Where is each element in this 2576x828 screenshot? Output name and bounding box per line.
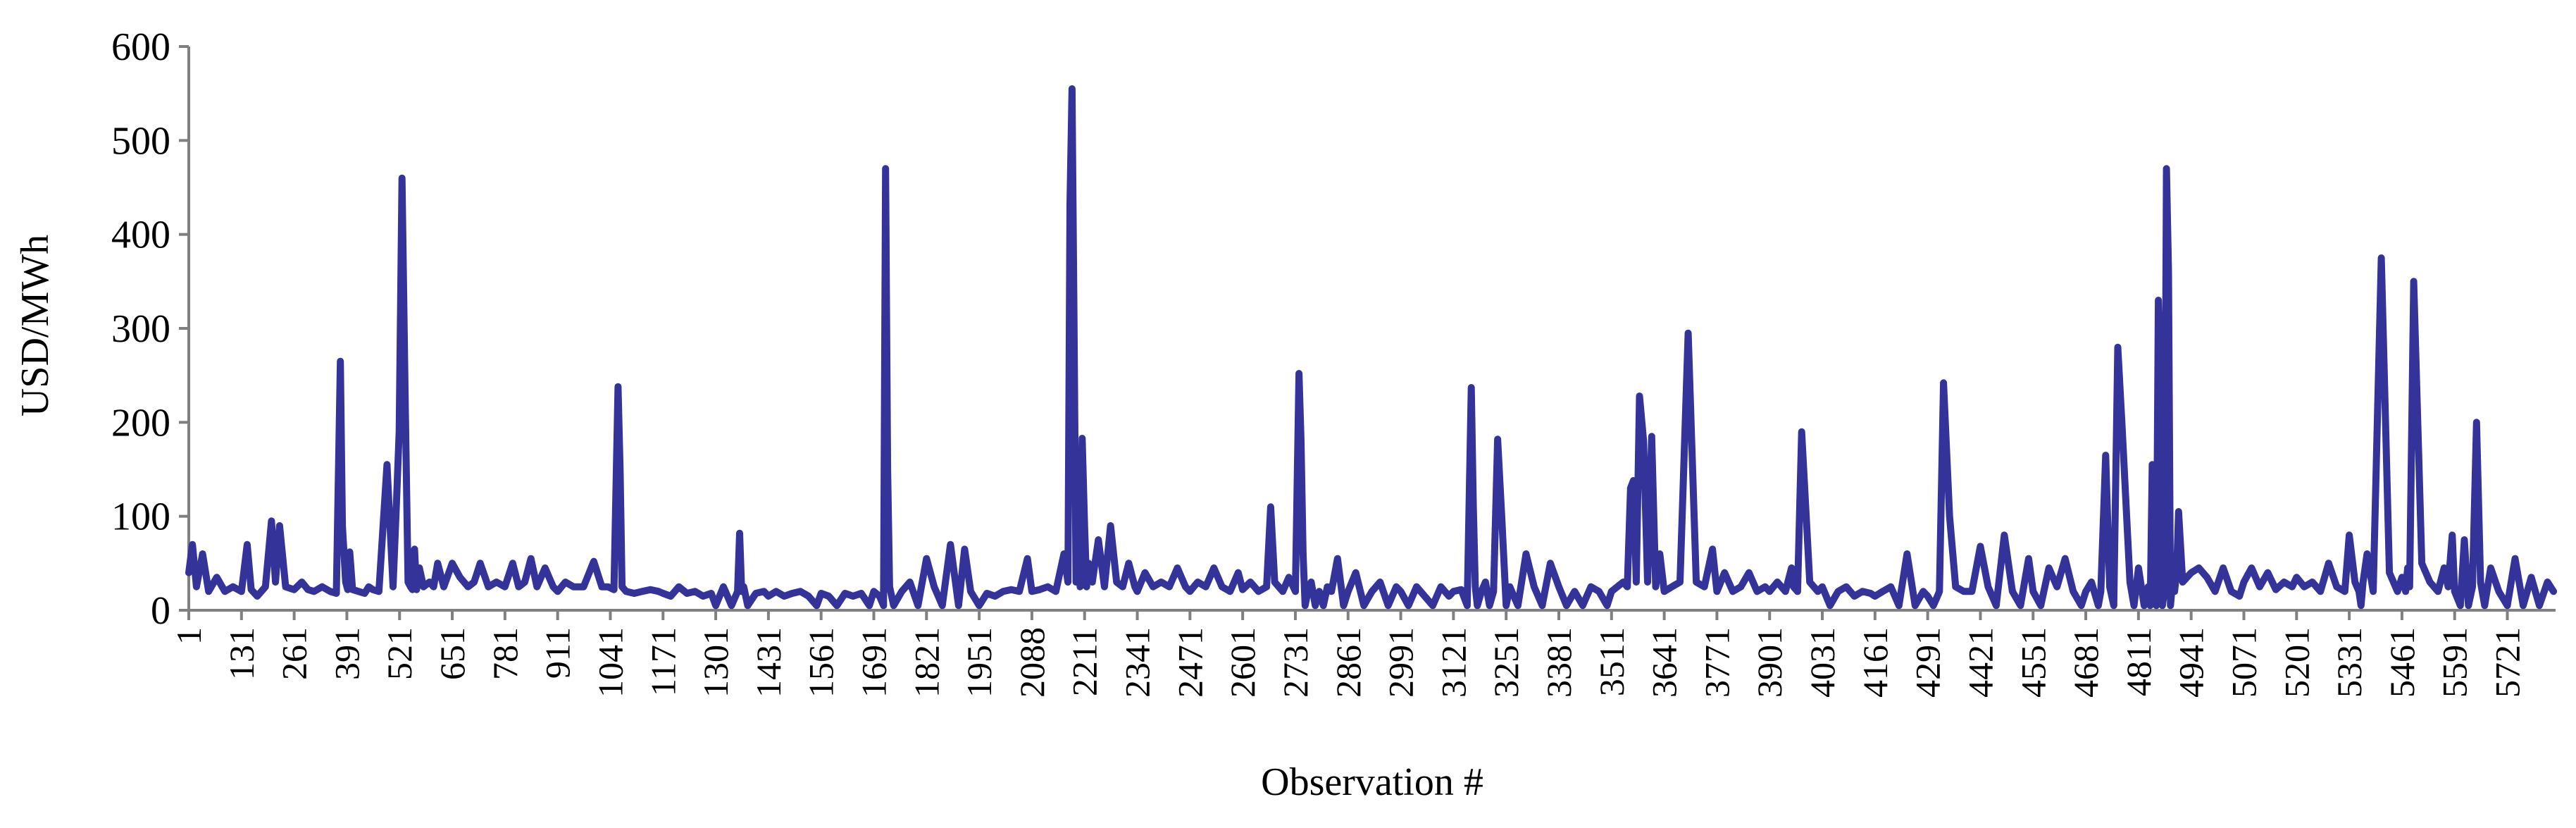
- x-tick-label: 3121: [1433, 627, 1473, 698]
- x-tick-label: 1821: [907, 627, 946, 698]
- x-tick-label: 5071: [2224, 627, 2263, 698]
- x-tick-label: 3901: [1750, 627, 1789, 698]
- x-tick-label: 1171: [643, 627, 683, 696]
- y-tick-label: 0: [151, 589, 170, 633]
- x-tick-label: 1561: [802, 627, 841, 698]
- x-tick-label: 1: [169, 627, 209, 645]
- x-tick-label: 1301: [696, 627, 735, 698]
- x-tick-label: 4811: [2119, 627, 2158, 696]
- x-tick-label: 651: [433, 627, 472, 680]
- y-tick-label: 100: [111, 495, 170, 539]
- x-tick-label: 2991: [1381, 627, 1421, 698]
- x-tick-label: 3511: [1592, 627, 1631, 696]
- x-tick-label: 2601: [1223, 627, 1262, 698]
- y-ticks: 0 100 200 300 400 500 600: [111, 25, 189, 633]
- x-tick-label: 4291: [1908, 627, 1948, 698]
- x-tick-label: 4031: [1803, 627, 1842, 698]
- y-axis-label: USD/MWh: [13, 235, 57, 416]
- x-tick-label: 3771: [1697, 627, 1736, 698]
- series-line: [185, 85, 2558, 610]
- x-axis-label: Observation #: [1261, 760, 1483, 804]
- x-tick-label: 4161: [1855, 627, 1895, 698]
- x-tick-label: 781: [485, 627, 525, 680]
- x-tick-label: 391: [327, 627, 366, 680]
- x-tick-label: 3641: [1645, 627, 1684, 698]
- x-tick-label: 2088: [1012, 627, 1052, 698]
- y-tick-label: 500: [111, 119, 170, 163]
- x-tick-label: 2341: [1118, 627, 1157, 698]
- x-tick-label: 3251: [1486, 627, 1526, 698]
- x-tick-label: 2731: [1276, 627, 1315, 698]
- x-tick-label: 5591: [2435, 627, 2475, 698]
- x-tick-label: 1951: [959, 627, 999, 698]
- y-tick-label: 300: [111, 307, 170, 351]
- x-tick-label: 4681: [2066, 627, 2105, 698]
- x-ticks: 1 131 261 391 521 651 781 911 1041 1171 1301 1431 15…: [169, 610, 2527, 698]
- y-tick-label: 400: [111, 214, 170, 257]
- series-layer: [185, 85, 2558, 610]
- x-tick-label: 1041: [590, 627, 630, 698]
- x-tick-label: 1691: [854, 627, 893, 698]
- x-tick-label: 5331: [2329, 627, 2369, 698]
- x-tick-label: 131: [222, 627, 261, 680]
- x-tick-label: 5201: [2277, 627, 2316, 698]
- x-tick-label: 521: [380, 627, 419, 680]
- x-tick-label: 2211: [1065, 627, 1105, 696]
- axes: [187, 47, 2556, 612]
- x-tick-label: 4421: [1960, 627, 2000, 698]
- x-tick-label: 4551: [2013, 627, 2053, 698]
- y-tick-label: 600: [111, 25, 170, 69]
- x-tick-label: 4941: [2172, 627, 2211, 698]
- x-tick-label: 2861: [1329, 627, 1368, 698]
- x-tick-label: 2471: [1170, 627, 1209, 698]
- x-tick-label: 261: [275, 627, 314, 680]
- x-tick-label: 5461: [2382, 627, 2422, 698]
- x-tick-label: 5721: [2488, 627, 2527, 698]
- y-tick-label: 200: [111, 401, 170, 445]
- x-tick-label: 1431: [749, 627, 788, 698]
- x-tick-label: 911: [538, 627, 578, 679]
- x-tick-label: 3381: [1539, 627, 1579, 698]
